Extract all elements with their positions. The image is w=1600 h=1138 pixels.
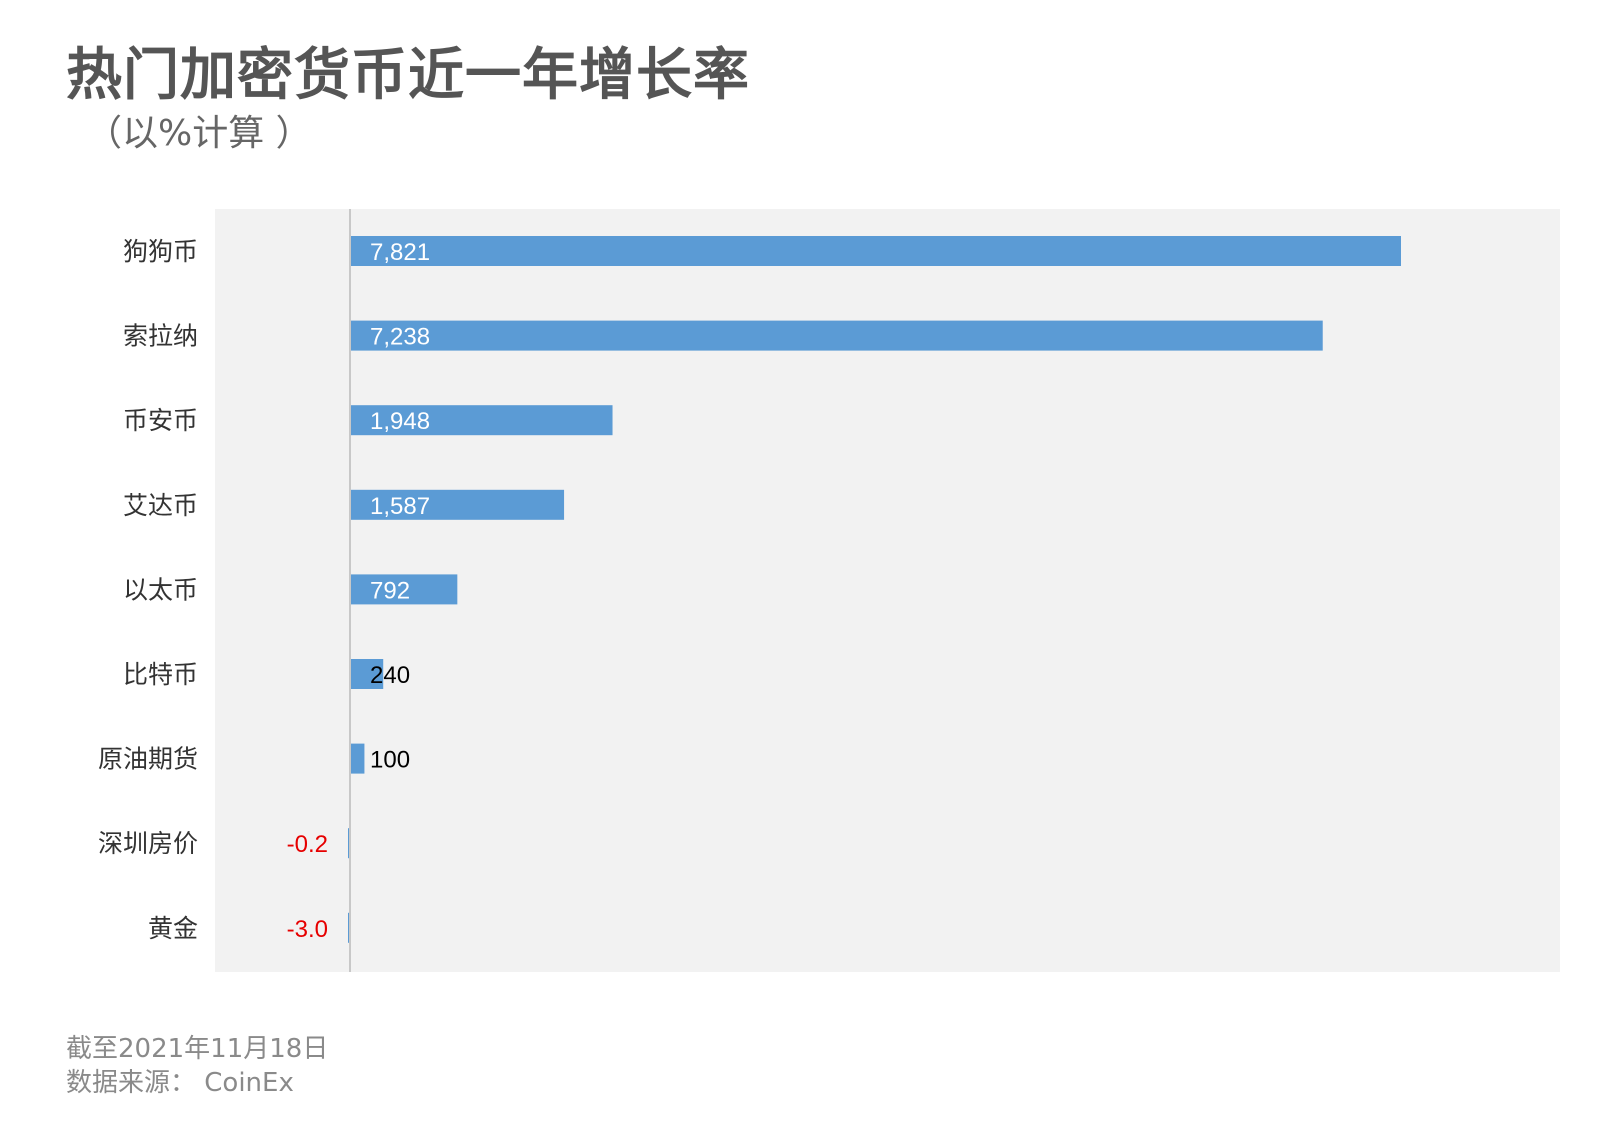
data-label-row-1: 7,821 (370, 239, 430, 266)
bars-layer (348, 236, 1401, 943)
category-label-row-4: 艾达币 (123, 491, 198, 520)
data-label-row-7: 100 (370, 747, 410, 774)
category-label-row-9: 黄金 (148, 914, 198, 943)
data-label-row-3: 1,948 (370, 408, 430, 435)
chart-subtitle: （以%计算 ） (86, 113, 312, 154)
data-label-row-6: 240 (370, 662, 410, 689)
footer-source-note: 数据来源： CoinEx (66, 1068, 294, 1098)
data-label-row-8: -0.2 (287, 831, 328, 858)
bar-row-4 (351, 489, 565, 520)
category-label-row-8: 深圳房价 (98, 829, 198, 858)
bar-row-3 (351, 405, 613, 436)
data-label-row-2: 7,238 (370, 324, 430, 351)
footer-date-note: 截至2021年11月18日 (66, 1034, 329, 1064)
category-label-row-1: 狗狗币 (123, 237, 198, 266)
bar-row-6 (351, 659, 384, 689)
category-label-row-6: 比特币 (123, 660, 198, 689)
data-label-row-5: 792 (370, 577, 410, 604)
data-label-row-9: -3.0 (287, 916, 328, 943)
bar-row-1 (351, 236, 1401, 266)
labels-layer: 狗狗币 7,821 索拉纳 7,238 币安币 1,948 艾达币 1,587 以太币 792 比特… (98, 237, 430, 943)
category-label-row-5: 以太币 (123, 575, 198, 604)
data-label-row-4: 1,587 (370, 493, 430, 520)
bar-row-5 (351, 574, 458, 605)
chart-title: 热门加密货币近一年增长率 (66, 42, 750, 108)
category-label-row-7: 原油期货 (98, 745, 198, 774)
category-label-row-2: 索拉纳 (123, 322, 198, 351)
bar-row-2 (351, 320, 1323, 351)
bar-row-7 (351, 743, 365, 774)
category-label-row-3: 币安币 (123, 406, 198, 435)
